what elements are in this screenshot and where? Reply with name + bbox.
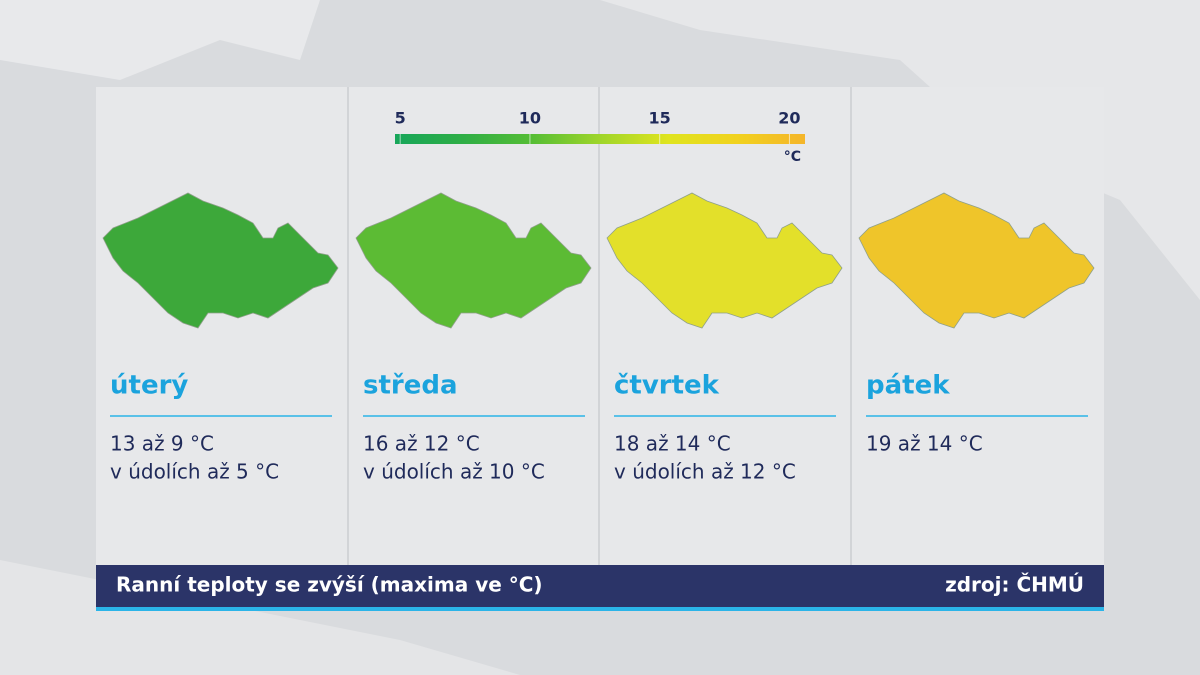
separator: [347, 87, 349, 565]
separator: [850, 87, 852, 565]
day-name: úterý: [110, 371, 188, 401]
tick-label: 10: [519, 109, 541, 128]
tick-label: 20: [778, 109, 800, 128]
temperature-text: v údolích až 10 °C: [363, 460, 545, 484]
bg-land: [600, 0, 1200, 300]
day-name: pátek: [866, 371, 950, 401]
footer-band: [96, 565, 1104, 607]
tick-label: 15: [649, 109, 671, 128]
temperature-text: 13 až 9 °C: [110, 432, 214, 456]
separator: [598, 87, 600, 565]
day-name: středa: [363, 371, 458, 401]
temperature-text: v údolích až 12 °C: [614, 460, 796, 484]
tick-label: 5: [395, 109, 406, 128]
temperature-text: v údolích až 5 °C: [110, 460, 279, 484]
day-name: čtvrtek: [614, 371, 720, 401]
unit-label: °C: [784, 149, 801, 165]
temperature-text: 18 až 14 °C: [614, 432, 731, 456]
panels: úterý 13 až 9 °C v údolích až 5 °C středa 16…: [102, 87, 1095, 565]
footer-source: zdroj: ČHMÚ: [945, 573, 1084, 597]
temperature-text: 16 až 12 °C: [363, 432, 480, 456]
temperature-text: 19 až 14 °C: [866, 432, 983, 456]
footer-line: [96, 607, 1104, 611]
color-bar: [395, 134, 805, 144]
color-legend: 5 10 15 20 °C: [395, 109, 805, 165]
footer-title: Ranní teploty se zvýší (maxima ve °C): [116, 573, 543, 597]
bg-land: [0, 0, 320, 80]
